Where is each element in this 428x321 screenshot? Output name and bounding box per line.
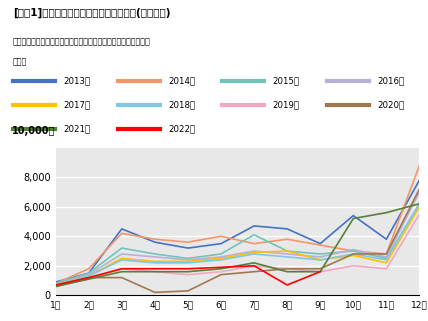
Text: が作成: が作成	[13, 57, 27, 66]
Text: 出所：不動産経済研究所の公表データを基にニッセイ基礎研究所: 出所：不動産経済研究所の公表データを基にニッセイ基礎研究所	[13, 37, 151, 46]
Text: 2018年: 2018年	[168, 100, 195, 109]
Text: 2014年: 2014年	[168, 76, 195, 85]
Text: 2013年: 2013年	[63, 76, 90, 85]
Text: 2020年: 2020年	[377, 100, 405, 109]
Text: 2021年: 2021年	[63, 125, 90, 134]
Text: 2022年: 2022年	[168, 125, 195, 134]
Text: 10,000戸: 10,000戸	[12, 126, 55, 136]
Text: [図表1]首都圈のマンション新規発売戸数(暦年比較): [図表1]首都圈のマンション新規発売戸数(暦年比較)	[13, 7, 170, 18]
Text: 2016年: 2016年	[377, 76, 405, 85]
Text: 2017年: 2017年	[63, 100, 90, 109]
Text: 2015年: 2015年	[273, 76, 300, 85]
Text: 2019年: 2019年	[273, 100, 300, 109]
